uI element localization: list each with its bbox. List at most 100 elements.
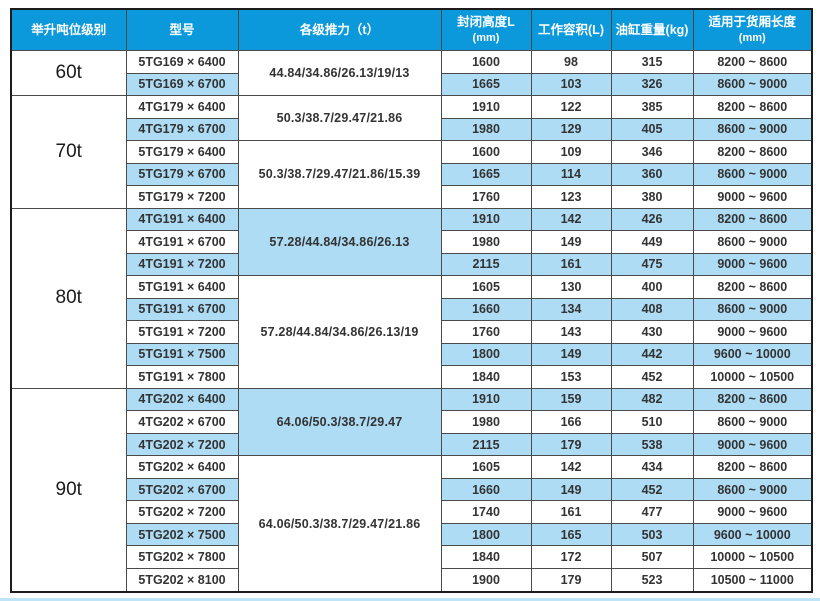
cylinder-weight-cell: 449 bbox=[610, 230, 694, 254]
model-cell: 5TG202 × 6700 bbox=[125, 477, 239, 502]
model-cell: 5TG169 × 6700 bbox=[125, 72, 239, 97]
table-row: 5TG179 × 6400 50.3/38.7/29.47/21.86/15.39… bbox=[11, 140, 813, 209]
model-cell: 5TG179 × 7200 bbox=[125, 185, 239, 209]
model-cell: 4TG191 × 6700 bbox=[125, 230, 239, 254]
working-volume-cell: 143 bbox=[530, 320, 612, 344]
working-volume-cell: 149 bbox=[530, 230, 612, 254]
closed-height-cell: 1910 bbox=[440, 387, 532, 412]
cylinder-weight-cell: 442 bbox=[610, 342, 694, 367]
cylinder-weight-cell: 426 bbox=[610, 207, 694, 232]
cylinder-weight-cell: 434 bbox=[610, 455, 694, 479]
tonnage-cell: 80t bbox=[10, 207, 127, 389]
cargo-length-cell: 8200 ~ 8600 bbox=[692, 275, 813, 299]
cylinder-weight-cell: 475 bbox=[610, 252, 694, 277]
cylinder-weight-cell: 510 bbox=[610, 410, 694, 434]
cargo-length-cell: 9000 ~ 9600 bbox=[692, 500, 813, 524]
working-volume-cell: 123 bbox=[530, 185, 612, 209]
model-cell: 5TG191 × 7800 bbox=[125, 365, 239, 389]
closed-height-cell: 1605 bbox=[440, 455, 532, 479]
cargo-length-cell: 8200 ~ 8600 bbox=[692, 387, 813, 412]
closed-height-cell: 1980 bbox=[440, 117, 532, 142]
cargo-length-cell: 8200 ~ 8600 bbox=[692, 455, 813, 479]
header-row: 举升吨位级别 型号 各级推力（t） 封闭高度L (mm) 工作容积(L) 油缸重量(kg) 适… bbox=[10, 8, 813, 51]
cargo-length-cell: 9000 ~ 9600 bbox=[692, 252, 813, 277]
working-volume-cell: 165 bbox=[530, 522, 612, 547]
working-volume-cell: 103 bbox=[530, 72, 612, 97]
cylinder-weight-cell: 430 bbox=[610, 320, 694, 344]
cylinder-weight-cell: 523 bbox=[610, 567, 694, 593]
cargo-length-cell: 8200 ~ 8600 bbox=[692, 95, 813, 119]
table-row: 90t 4TG202 × 6400 64.06/50.3/38.7/29.47 191… bbox=[10, 387, 813, 593]
model-cell: 5TG191 × 7500 bbox=[125, 342, 239, 367]
working-volume-cell: 166 bbox=[530, 410, 612, 434]
closed-height-cell: 2115 bbox=[440, 252, 532, 277]
cargo-length-cell: 9600 ~ 10000 bbox=[692, 342, 813, 367]
table-row: 80t 4TG191 × 6400 57.28/44.84/34.86/26.13 1… bbox=[10, 207, 813, 389]
working-volume-cell: 130 bbox=[530, 275, 612, 299]
model-cell: 5TG191 × 6400 bbox=[125, 275, 239, 299]
closed-height-cell: 1840 bbox=[440, 545, 532, 569]
model-cell: 5TG179 × 6400 bbox=[125, 140, 239, 164]
bottom-stripe-divider bbox=[0, 598, 820, 601]
thrust-cell: 64.06/50.3/38.7/29.47 bbox=[237, 387, 442, 457]
cargo-length-cell: 8200 ~ 8600 bbox=[692, 140, 813, 164]
cargo-length-cell: 10000 ~ 10500 bbox=[692, 545, 813, 569]
tonnage-cell: 70t bbox=[10, 95, 127, 209]
cylinder-weight-cell: 326 bbox=[610, 72, 694, 97]
table-row: 70t 4TG179 × 6400 50.3/38.7/29.47/21.86 191… bbox=[10, 95, 813, 209]
table-row: 5TG191 × 7800 1840 153 452 10000 ~ 10500 bbox=[11, 365, 813, 389]
working-volume-cell: 179 bbox=[530, 567, 612, 593]
table-row: 5TG202 × 8100 1900 179 523 10500 ~ 11000 bbox=[11, 567, 813, 593]
column-header-sub: (mm) bbox=[472, 31, 500, 44]
model-cell: 5TG202 × 8100 bbox=[125, 567, 239, 593]
cargo-length-cell: 8200 ~ 8600 bbox=[692, 207, 813, 232]
working-volume-cell: 129 bbox=[530, 117, 612, 142]
cylinder-weight-cell: 482 bbox=[610, 387, 694, 412]
cargo-length-cell: 8600 ~ 9000 bbox=[692, 477, 813, 502]
working-volume-cell: 161 bbox=[530, 252, 612, 277]
closed-height-cell: 1665 bbox=[440, 162, 532, 187]
working-volume-cell: 153 bbox=[530, 365, 612, 389]
cargo-length-cell: 8600 ~ 9000 bbox=[692, 117, 813, 142]
model-cell: 5TG202 × 7800 bbox=[125, 545, 239, 569]
cargo-length-cell: 10500 ~ 11000 bbox=[692, 567, 813, 593]
cylinder-weight-cell: 452 bbox=[610, 365, 694, 389]
model-cell: 4TG202 × 7200 bbox=[125, 432, 239, 457]
tonnage-cell: 60t bbox=[10, 49, 127, 97]
column-header-cylinder-weight: 油缸重量(kg) bbox=[610, 8, 694, 51]
closed-height-cell: 1910 bbox=[440, 207, 532, 232]
closed-height-cell: 1600 bbox=[440, 50, 532, 74]
working-volume-cell: 109 bbox=[530, 140, 612, 164]
column-header-sub: (mm) bbox=[738, 31, 766, 44]
cargo-length-cell: 9000 ~ 9600 bbox=[692, 320, 813, 344]
working-volume-cell: 134 bbox=[530, 297, 612, 322]
column-header-closed-height: 封闭高度L (mm) bbox=[440, 8, 532, 51]
model-cell: 4TG191 × 6400 bbox=[125, 207, 239, 232]
cylinder-weight-cell: 400 bbox=[610, 275, 694, 299]
closed-height-cell: 1980 bbox=[440, 410, 532, 434]
thrust-cell: 64.06/50.3/38.7/29.47/21.86 bbox=[237, 455, 442, 593]
closed-height-cell: 1840 bbox=[440, 365, 532, 389]
spec-table-container: 举升吨位级别 型号 各级推力（t） 封闭高度L (mm) 工作容积(L) 油缸重量(kg) 适… bbox=[10, 8, 813, 593]
model-cell: 4TG179 × 6400 bbox=[125, 95, 239, 119]
table-row: 5TG179 × 7200 1760 123 380 9000 ~ 9600 bbox=[11, 185, 813, 209]
cargo-length-cell: 8600 ~ 9000 bbox=[692, 162, 813, 187]
closed-height-cell: 1600 bbox=[440, 140, 532, 164]
model-cell: 5TG202 × 7200 bbox=[125, 500, 239, 524]
table-row: 5TG191 × 7200 1760 143 430 9000 ~ 9600 bbox=[11, 320, 813, 344]
table-row: 5TG202 × 7800 1840 172 507 10000 ~ 10500 bbox=[11, 545, 813, 569]
working-volume-cell: 179 bbox=[530, 432, 612, 457]
closed-height-cell: 1760 bbox=[440, 185, 532, 209]
cargo-length-cell: 10000 ~ 10500 bbox=[692, 365, 813, 389]
cargo-length-cell: 8200 ~ 8600 bbox=[692, 50, 813, 74]
cylinder-weight-cell: 315 bbox=[610, 50, 694, 74]
table-row: 4TG191 × 6700 1980 149 449 8600 ~ 9000 bbox=[11, 230, 813, 254]
column-header-model: 型号 bbox=[125, 8, 239, 51]
model-cell: 5TG169 × 6400 bbox=[125, 50, 239, 74]
spec-table-header: 举升吨位级别 型号 各级推力（t） 封闭高度L (mm) 工作容积(L) 油缸重量(kg) 适… bbox=[10, 8, 813, 51]
thrust-cell: 57.28/44.84/34.86/26.13/19 bbox=[237, 275, 442, 389]
closed-height-cell: 1660 bbox=[440, 297, 532, 322]
cargo-length-cell: 9000 ~ 9600 bbox=[692, 432, 813, 457]
spec-table: 举升吨位级别 型号 各级推力（t） 封闭高度L (mm) 工作容积(L) 油缸重量(kg) 适… bbox=[10, 8, 813, 593]
model-cell: 5TG202 × 7500 bbox=[125, 522, 239, 547]
